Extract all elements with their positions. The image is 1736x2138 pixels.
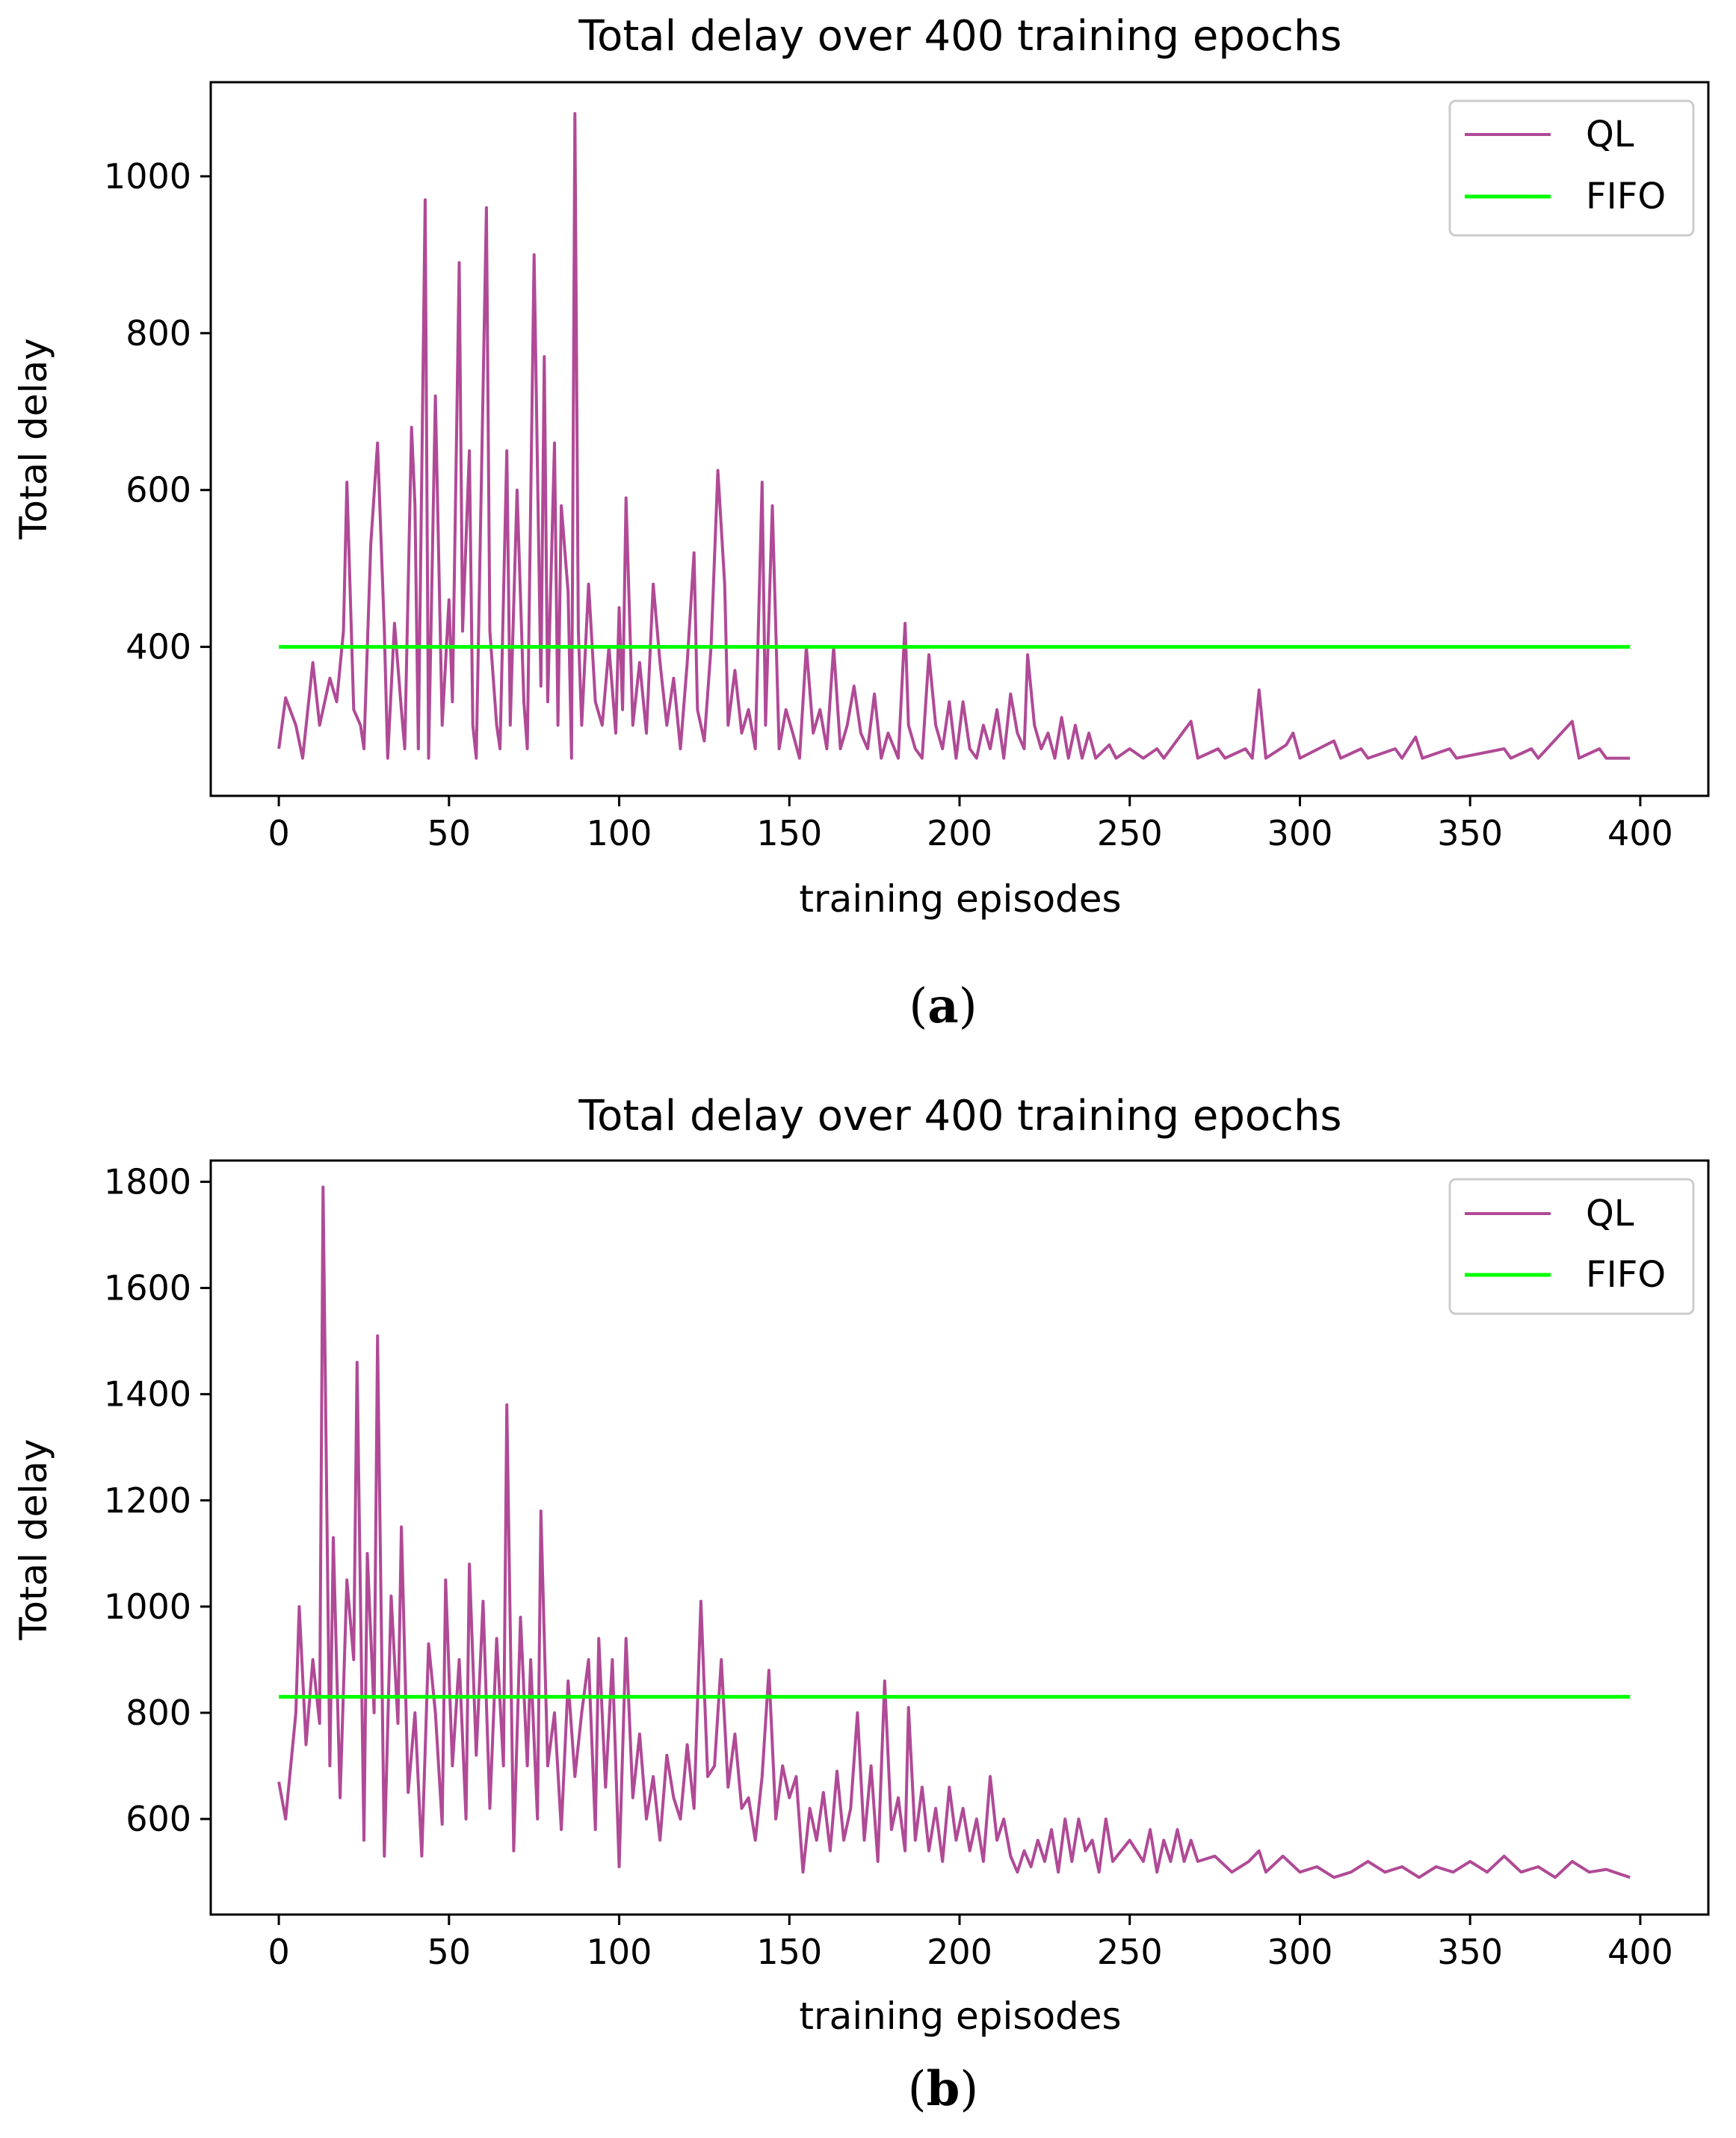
chart-b-ytick-label-1200: 1200 [104, 1480, 191, 1521]
chart-a-ytick-label-800: 800 [126, 313, 191, 353]
chart-a-legend: QL FIFO [1448, 99, 1695, 237]
chart-b-caption: (b) [908, 2061, 979, 2117]
chart-a-xtick-label-50: 50 [427, 813, 472, 853]
chart-b-ytick-label-1000: 1000 [104, 1586, 191, 1627]
chart-a-xtick-label-200: 200 [927, 813, 992, 853]
chart-a-xtick-label-250: 250 [1097, 813, 1163, 853]
chart-a-legend-fifo-label: FIFO [1586, 176, 1666, 217]
chart-a-legend-ql-label: QL [1586, 114, 1634, 155]
chart-b-xlabel: training episodes [799, 1995, 1121, 2038]
chart-b-xtick-label-100: 100 [587, 1932, 652, 1972]
chart-b-series [277, 1185, 1631, 1879]
chart-panel-b: Total delay over 400 training epochs 0 50… [12, 1092, 1710, 2117]
chart-a-ylabel: Total delay [12, 338, 55, 540]
chart-b-legend-ql-label: QL [1586, 1193, 1634, 1235]
chart-a-ytick-label-1000: 1000 [104, 156, 191, 197]
chart-a-xtick-label-350: 350 [1437, 813, 1503, 853]
chart-a-xtick-label-0: 0 [268, 813, 289, 853]
chart-a-series-ql-line [277, 112, 1631, 760]
chart-b-xtick-label-250: 250 [1097, 1932, 1163, 1972]
chart-a-series [277, 112, 1631, 760]
chart-a-ytick-label-600: 600 [126, 470, 191, 510]
chart-b-ticks: 0 50 100 150 200 250 300 350 400 600 800 1000 1200 14… [104, 1161, 1673, 1972]
chart-b-xtick-label-50: 50 [427, 1932, 472, 1972]
chart-b-legend: QL FIFO [1448, 1178, 1695, 1315]
chart-b-xtick-label-150: 150 [756, 1932, 822, 1972]
chart-a-ytick-label-400: 400 [126, 627, 191, 667]
chart-b-ytick-label-1600: 1600 [104, 1268, 191, 1309]
chart-a-title: Total delay over 400 training epochs [578, 12, 1341, 61]
chart-panel-a: Total delay over 400 training epochs 0 50… [12, 12, 1710, 1034]
chart-b-xtick-label-400: 400 [1607, 1932, 1673, 1972]
chart-a-caption: (a) [909, 978, 977, 1034]
chart-b-title: Total delay over 400 training epochs [578, 1092, 1341, 1140]
chart-a-ticks: 0 50 100 150 200 250 300 350 400 400 600 800 1000 [104, 156, 1673, 853]
chart-b-legend-fifo-label: FIFO [1586, 1254, 1666, 1296]
chart-a-xtick-label-400: 400 [1607, 813, 1673, 853]
chart-a-xtick-label-150: 150 [756, 813, 822, 853]
chart-b-series-ql-line [277, 1185, 1631, 1879]
chart-b-ytick-label-800: 800 [126, 1693, 191, 1733]
chart-b-xtick-label-300: 300 [1267, 1932, 1333, 1972]
chart-b-ylabel: Total delay [12, 1439, 55, 1640]
chart-b-xtick-label-200: 200 [927, 1932, 992, 1972]
chart-b-ytick-label-600: 600 [126, 1799, 191, 1839]
chart-a-xtick-label-300: 300 [1267, 813, 1333, 853]
chart-a-xlabel: training episodes [799, 877, 1121, 921]
chart-b-xtick-label-350: 350 [1437, 1932, 1503, 1972]
chart-a-caption-letter: a [927, 978, 958, 1034]
chart-b-caption-letter: b [927, 2061, 960, 2117]
chart-a-xtick-label-100: 100 [587, 813, 652, 853]
chart-b-xtick-label-0: 0 [268, 1932, 289, 1972]
chart-b-ytick-label-1400: 1400 [104, 1374, 191, 1415]
chart-b-ytick-label-1800: 1800 [104, 1161, 191, 1202]
